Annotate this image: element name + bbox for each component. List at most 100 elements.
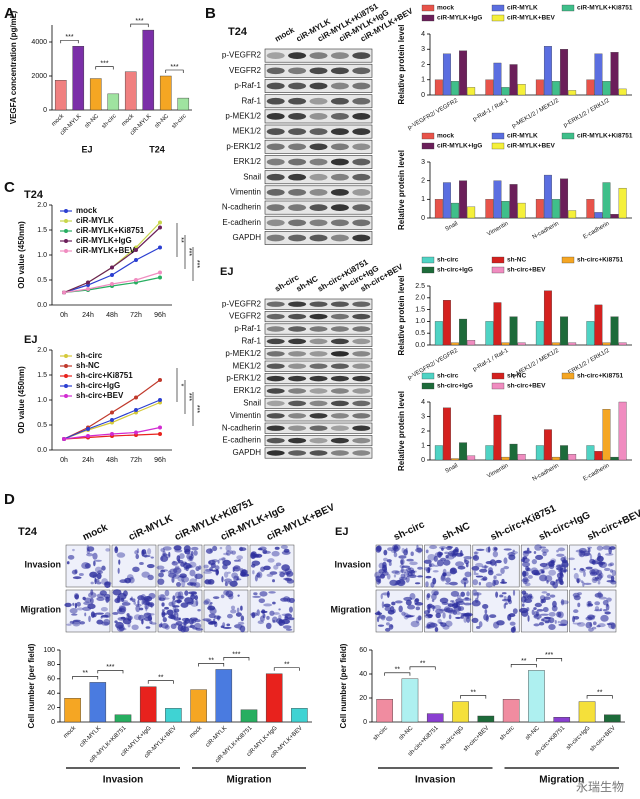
blot-band: [330, 97, 349, 105]
blot-band: [309, 82, 328, 90]
blot-band: [309, 158, 328, 166]
cell: [439, 546, 447, 550]
cell: [396, 579, 406, 587]
cell: [427, 553, 436, 561]
bar: [535, 445, 544, 461]
cell: [450, 590, 460, 597]
x-tick-label: ciR-MYLK: [205, 725, 228, 748]
bar: [535, 79, 544, 96]
blot-band: [266, 52, 285, 59]
cell: [389, 579, 398, 586]
cell: [531, 609, 535, 616]
bar: [517, 454, 526, 461]
y-tick-label: 0.5: [37, 277, 47, 284]
cell: [592, 578, 602, 582]
protein-label: GAPDH: [233, 233, 262, 242]
marker: [110, 418, 114, 422]
blot-band: [266, 234, 285, 242]
marker: [158, 225, 162, 230]
y-tick-label: 60: [47, 676, 55, 683]
legend-label: sh-circ+IgG: [437, 267, 473, 274]
blot-band: [309, 388, 328, 394]
row-label: Migration: [21, 604, 62, 614]
cell: [585, 616, 593, 621]
cell: [147, 574, 154, 581]
cell: [204, 568, 213, 572]
cell: [142, 598, 149, 603]
x-tick-label: 72h: [130, 312, 142, 319]
cell: [512, 589, 516, 596]
blot-band: [352, 82, 371, 90]
y-tick-label: 1.5: [415, 306, 425, 313]
cell: [225, 550, 231, 556]
cell: [84, 597, 92, 603]
cell: [184, 597, 193, 604]
marker: [86, 434, 90, 438]
cell: [542, 565, 550, 570]
cell: [535, 611, 540, 617]
cell: [435, 612, 441, 619]
cell: [445, 571, 452, 577]
bar: [434, 79, 443, 96]
cell: [594, 609, 602, 612]
bar: [552, 81, 560, 96]
cell: [431, 593, 437, 601]
legend-label: sh-circ+BEV: [507, 383, 546, 390]
marker: [110, 282, 114, 286]
legend-marker: [64, 219, 68, 223]
cell: [492, 550, 499, 558]
cell: [254, 574, 258, 582]
cell: [559, 571, 564, 578]
cell: [69, 608, 78, 614]
cell: [417, 566, 423, 570]
blot-band: [309, 313, 328, 320]
cell: [573, 568, 576, 571]
cell: [186, 601, 194, 605]
marker: [134, 395, 138, 400]
blot-band: [309, 326, 328, 332]
cell: [521, 610, 529, 617]
cell: [86, 549, 91, 555]
blot-band: [352, 301, 371, 307]
cell: [485, 561, 493, 565]
sig-bracket: [72, 676, 99, 680]
legend-label: ciR-MYLK+BEV: [76, 246, 136, 255]
bar: [610, 316, 619, 346]
blot-band: [330, 437, 349, 444]
cell: [69, 620, 75, 624]
micrograph: [375, 589, 423, 633]
cell: [74, 602, 78, 609]
legend-label: ciR-MYLK+IgG: [437, 143, 482, 150]
marker: [158, 275, 162, 280]
bar: [543, 429, 552, 461]
lane-label: ciR-MYLK: [127, 513, 175, 543]
marker: [86, 287, 90, 291]
cell: [546, 580, 549, 584]
cell: [176, 599, 181, 604]
cell: [494, 547, 498, 551]
legend-label: ciR-MYLK+BEV: [507, 143, 556, 150]
blot-band: [352, 113, 371, 120]
cell: [577, 602, 581, 608]
cell: [522, 592, 529, 599]
cell: [176, 595, 185, 600]
y-axis-title: Relative protein level: [397, 275, 406, 355]
sig-bracket: [273, 667, 300, 671]
x-tick-label: ciR-MYLK: [79, 725, 102, 748]
bar: [568, 90, 577, 96]
sig-label: ***: [185, 248, 192, 256]
blot-band: [288, 425, 307, 431]
cell: [572, 622, 582, 625]
cell: [202, 618, 212, 622]
cell: [168, 551, 171, 557]
cell: [507, 552, 516, 557]
y-tick-label: 1: [421, 77, 425, 84]
cell: [147, 548, 152, 555]
cell: [425, 581, 429, 588]
cell: [211, 569, 219, 572]
blot-band: [330, 219, 349, 227]
cell: [432, 570, 439, 573]
blot-band: [288, 450, 307, 456]
blot-band: [288, 219, 307, 227]
